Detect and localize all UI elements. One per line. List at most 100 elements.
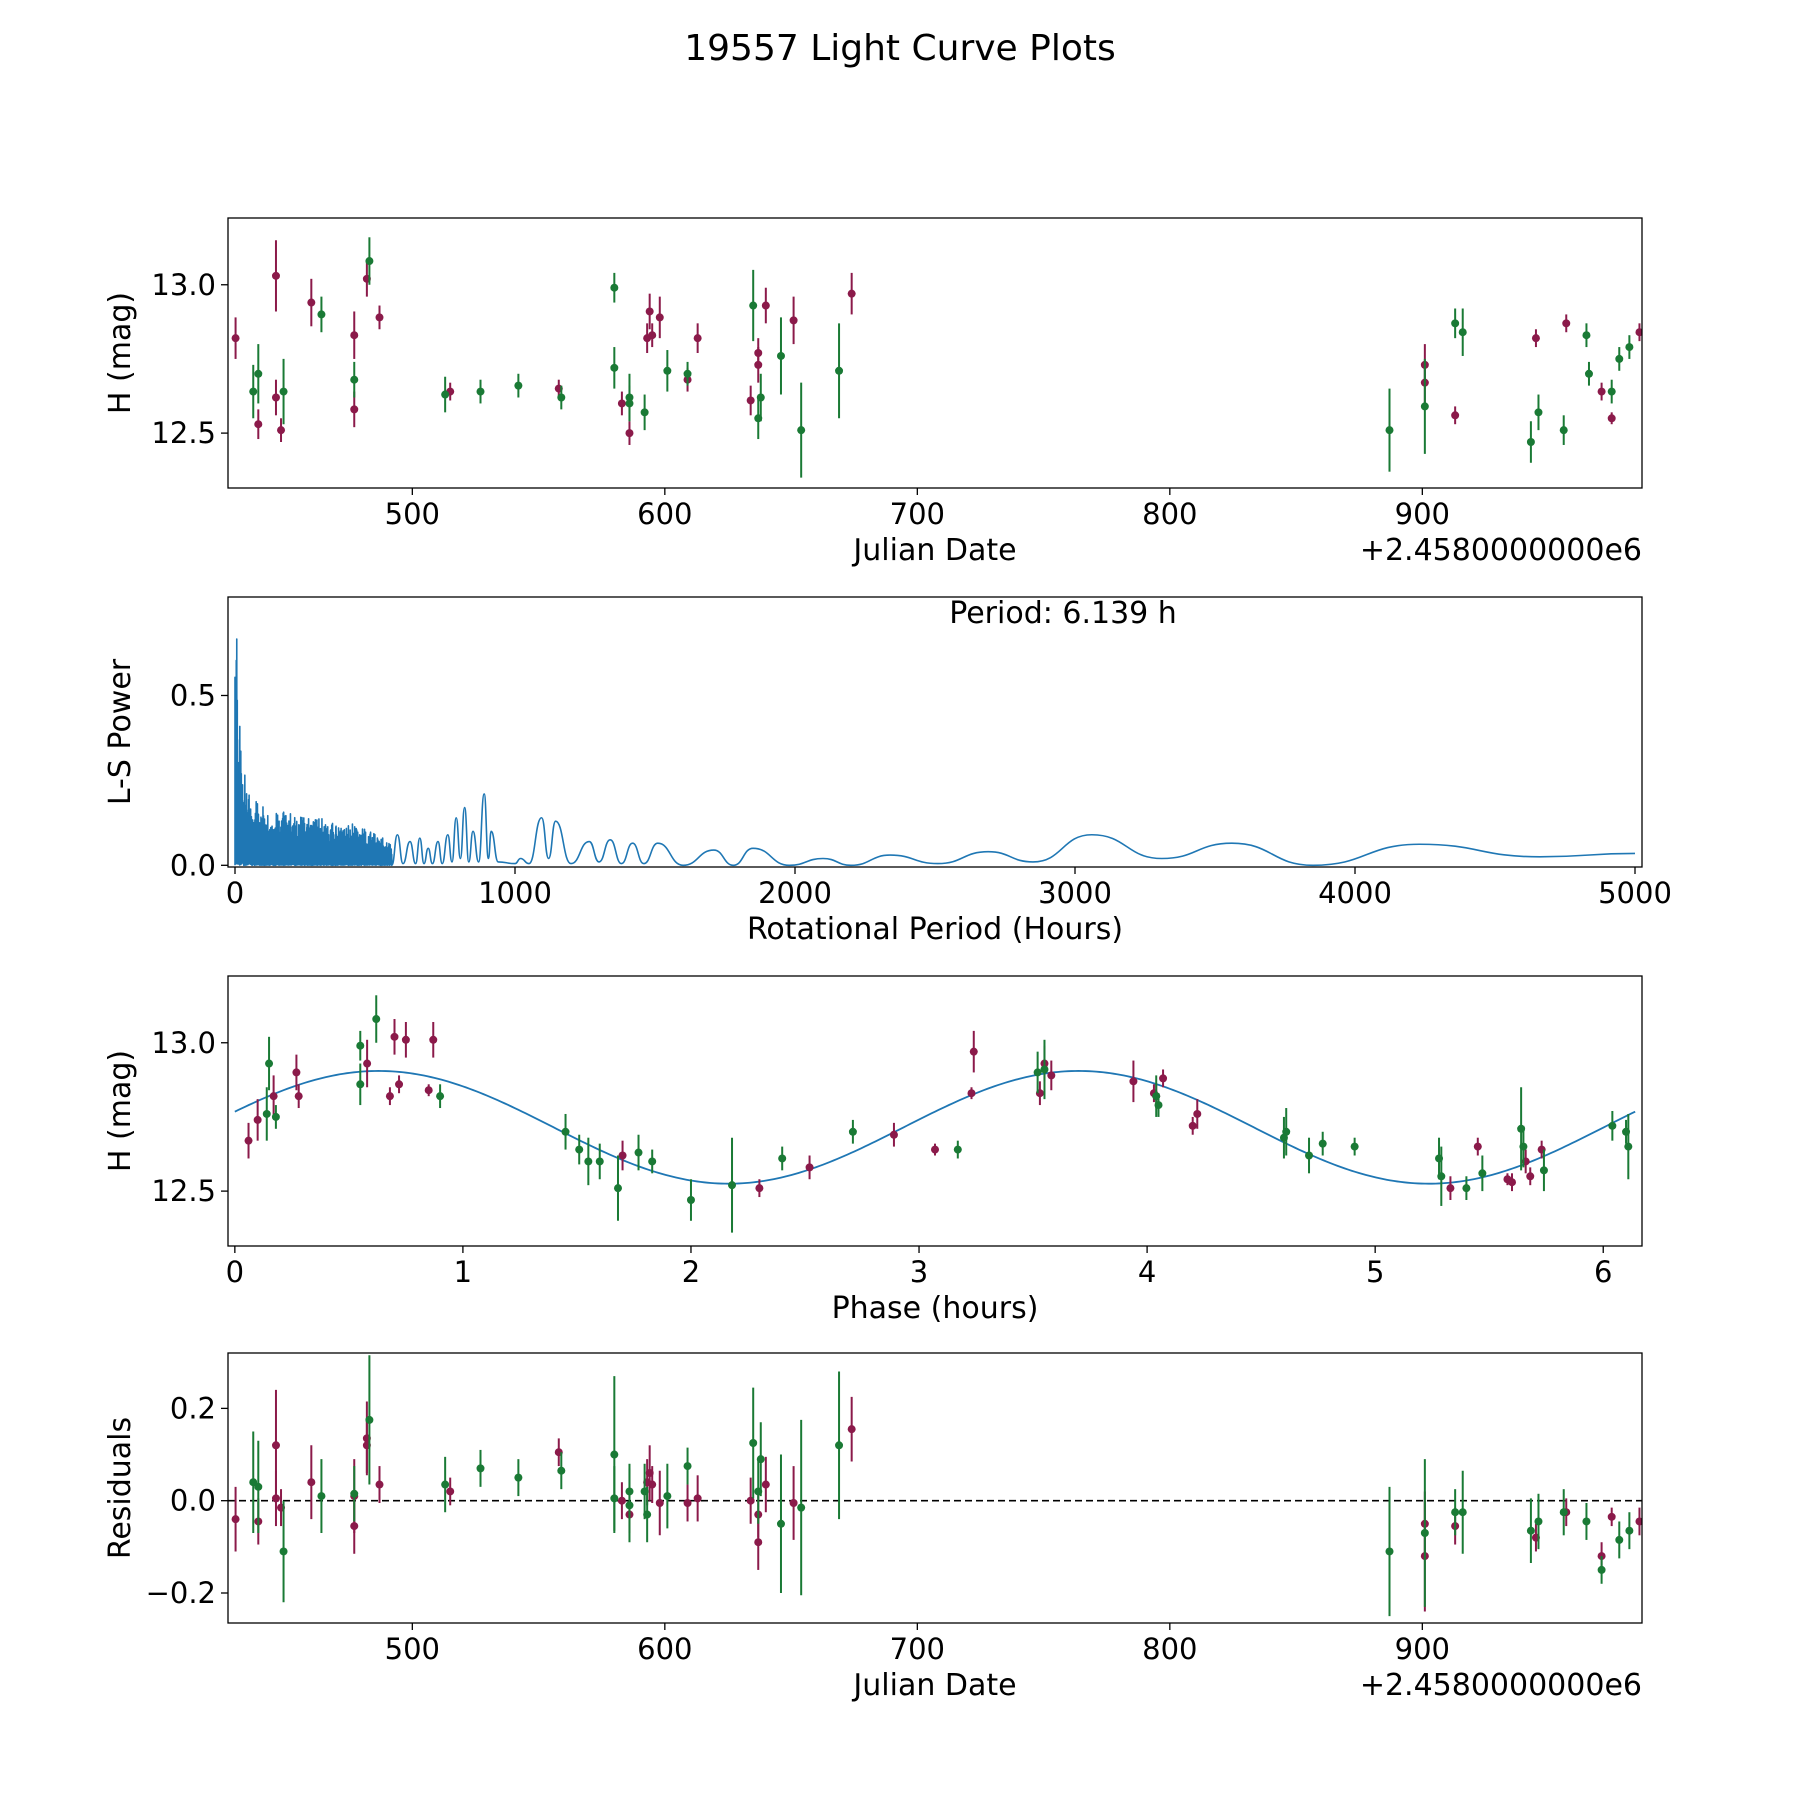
data-point[interactable] xyxy=(754,360,763,369)
data-point[interactable] xyxy=(249,1478,258,1487)
data-point[interactable] xyxy=(789,316,798,325)
data-point[interactable] xyxy=(1607,1512,1616,1521)
data-point[interactable] xyxy=(1607,414,1616,423)
data-point[interactable] xyxy=(350,405,359,414)
data-point[interactable] xyxy=(749,1439,758,1447)
data-point[interactable] xyxy=(265,1059,274,1068)
data-point[interactable] xyxy=(640,408,649,417)
data-point[interactable] xyxy=(789,1499,798,1507)
data-point[interactable] xyxy=(561,1127,570,1136)
data-point[interactable] xyxy=(424,1086,433,1095)
data-point[interactable] xyxy=(1615,354,1624,363)
data-point[interactable] xyxy=(271,271,280,280)
data-point[interactable] xyxy=(683,1462,692,1471)
data-point[interactable] xyxy=(231,1515,240,1524)
data-point[interactable] xyxy=(967,1089,976,1098)
data-point[interactable] xyxy=(1159,1074,1168,1083)
data-point[interactable] xyxy=(1437,1172,1446,1181)
data-point[interactable] xyxy=(262,1109,271,1118)
data-point[interactable] xyxy=(1318,1139,1327,1148)
data-point[interactable] xyxy=(1451,319,1460,328)
data-point[interactable] xyxy=(778,1154,787,1163)
data-point[interactable] xyxy=(514,381,523,390)
data-point[interactable] xyxy=(1508,1178,1517,1187)
data-point[interactable] xyxy=(595,1157,604,1166)
data-point[interactable] xyxy=(1473,1142,1482,1151)
data-point[interactable] xyxy=(1584,369,1593,378)
data-point[interactable] xyxy=(931,1145,939,1154)
data-point[interactable] xyxy=(350,1489,359,1498)
data-point[interactable] xyxy=(1531,334,1540,343)
data-point[interactable] xyxy=(728,1181,737,1190)
data-point[interactable] xyxy=(271,1112,280,1121)
data-point[interactable] xyxy=(271,1441,280,1450)
data-point[interactable] xyxy=(294,1092,303,1101)
data-point[interactable] xyxy=(441,1480,450,1489)
data-point[interactable] xyxy=(244,1136,253,1145)
data-point[interactable] xyxy=(1478,1169,1487,1178)
data-point[interactable] xyxy=(307,298,316,307)
data-point[interactable] xyxy=(1559,1508,1568,1517)
data-point[interactable] xyxy=(385,1092,394,1101)
data-point[interactable] xyxy=(847,1425,856,1434)
data-point[interactable] xyxy=(756,393,765,402)
data-point[interactable] xyxy=(683,1499,692,1507)
data-point[interactable] xyxy=(749,301,758,310)
data-point[interactable] xyxy=(693,1494,702,1503)
data-point[interactable] xyxy=(1458,328,1467,337)
data-point[interactable] xyxy=(1451,411,1460,420)
data-point[interactable] xyxy=(776,1519,785,1528)
data-point[interactable] xyxy=(436,1092,445,1101)
data-point[interactable] xyxy=(557,1466,566,1475)
data-point[interactable] xyxy=(645,307,654,316)
data-point[interactable] xyxy=(625,1501,634,1510)
data-point[interactable] xyxy=(249,387,258,396)
data-point[interactable] xyxy=(356,1080,365,1089)
data-point[interactable] xyxy=(1597,387,1606,396)
data-point[interactable] xyxy=(634,1148,643,1157)
data-point[interactable] xyxy=(643,1510,652,1519)
data-point[interactable] xyxy=(889,1130,898,1139)
data-point[interactable] xyxy=(754,1538,763,1547)
data-point[interactable] xyxy=(1282,1127,1291,1136)
data-point[interactable] xyxy=(1635,328,1643,337)
data-point[interactable] xyxy=(1040,1065,1049,1074)
data-point[interactable] xyxy=(1385,426,1394,435)
data-point[interactable] xyxy=(610,283,619,292)
data-point[interactable] xyxy=(356,1041,365,1050)
data-point[interactable] xyxy=(1624,1142,1633,1151)
data-point[interactable] xyxy=(317,1492,326,1501)
data-point[interactable] xyxy=(969,1047,978,1056)
data-point[interactable] xyxy=(1154,1101,1163,1110)
data-point[interactable] xyxy=(1526,1526,1535,1535)
data-point[interactable] xyxy=(761,301,770,310)
data-point[interactable] xyxy=(375,313,384,322)
data-point[interactable] xyxy=(1188,1121,1197,1130)
data-point[interactable] xyxy=(1597,1565,1606,1574)
data-point[interactable] xyxy=(277,426,286,435)
data-point[interactable] xyxy=(1385,1547,1394,1556)
data-point[interactable] xyxy=(610,1450,619,1459)
data-point[interactable] xyxy=(610,363,619,372)
data-point[interactable] xyxy=(307,1478,316,1487)
data-point[interactable] xyxy=(271,393,280,402)
data-point[interactable] xyxy=(441,390,450,399)
data-point[interactable] xyxy=(847,289,856,298)
data-point[interactable] xyxy=(1350,1142,1359,1151)
data-point[interactable] xyxy=(254,420,263,429)
data-point[interactable] xyxy=(663,1492,672,1501)
data-point[interactable] xyxy=(350,375,359,384)
data-point[interactable] xyxy=(1420,402,1429,411)
data-point[interactable] xyxy=(1193,1109,1202,1118)
data-point[interactable] xyxy=(835,1441,844,1450)
data-point[interactable] xyxy=(292,1068,301,1077)
data-point[interactable] xyxy=(648,1480,657,1489)
data-point[interactable] xyxy=(1582,1517,1591,1526)
data-point[interactable] xyxy=(1033,1068,1042,1077)
data-point[interactable] xyxy=(1451,1508,1460,1517)
data-point[interactable] xyxy=(1607,387,1616,396)
data-point[interactable] xyxy=(797,1503,806,1512)
data-point[interactable] xyxy=(372,1015,381,1024)
data-point[interactable] xyxy=(953,1145,962,1154)
data-point[interactable] xyxy=(617,1496,626,1505)
